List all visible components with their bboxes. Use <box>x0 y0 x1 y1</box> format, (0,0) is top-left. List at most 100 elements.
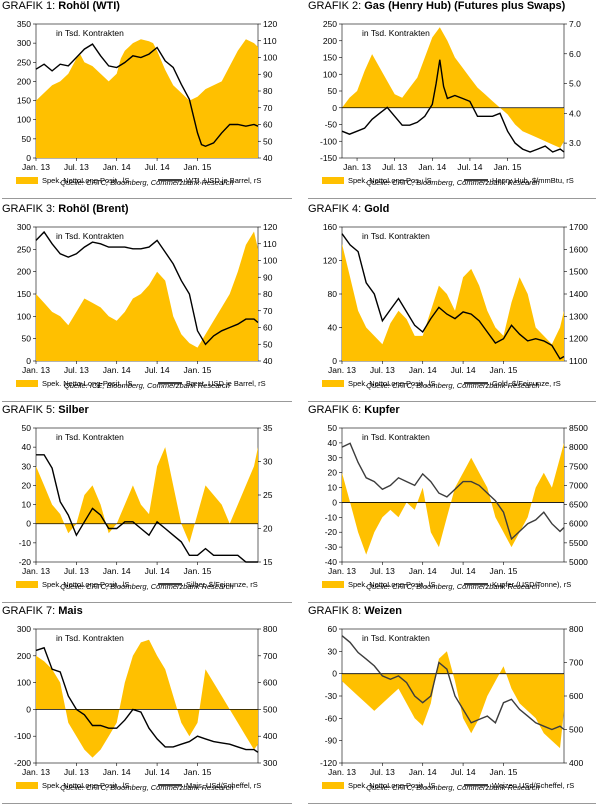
left-tick-label: 160 <box>323 222 337 232</box>
right-tick-label: 80 <box>263 86 273 96</box>
right-tick-label: 90 <box>263 69 273 79</box>
panel-separator <box>308 401 596 402</box>
right-tick-label: 1700 <box>569 222 588 232</box>
chart-source: Quelle: ICE; Bloomberg, Commerzbank Rese… <box>64 381 230 390</box>
x-tick-label: Jan. 13 <box>328 767 356 777</box>
x-tick-label: Jan. 14 <box>103 767 131 777</box>
area-series <box>342 442 564 555</box>
right-tick-label: 5.0 <box>569 79 581 89</box>
left-tick-label: -150 <box>320 153 337 163</box>
legend-label-area: Spek. NettoLong Posit., lS <box>348 781 436 790</box>
chart-svg: -40 -30 -20 -10 0 10 20 30 40 50 5000 5500 6000 6500 7… <box>322 423 588 589</box>
left-tick-label: 20 <box>22 480 32 490</box>
left-tick-label: 250 <box>17 244 31 254</box>
legend-label-area: Spek. Netto-Long-Posit., lS <box>42 379 132 388</box>
chart-panel-3: GRAFIK 3: Rohöl (Brent) 0 50 100 150 200 250 30… <box>2 203 292 403</box>
left-tick-label: 0 <box>332 669 337 679</box>
right-tick-label: 7500 <box>569 461 588 471</box>
left-tick-label: 150 <box>17 96 31 106</box>
left-tick-label: 150 <box>17 289 31 299</box>
right-tick-label: 20 <box>263 524 273 534</box>
right-tick-label: 120 <box>263 19 277 29</box>
chart-title: GRAFIK 8: Weizen <box>308 605 402 617</box>
chart-title-text: Silber <box>58 404 89 416</box>
chart-title: GRAFIK 4: Gold <box>308 203 389 215</box>
panel-separator <box>308 198 596 199</box>
left-tick-label: 200 <box>17 651 31 661</box>
right-tick-label: 8000 <box>569 442 588 452</box>
x-tick-label: Jul. 14 <box>451 365 476 375</box>
right-tick-label: 8500 <box>569 423 588 433</box>
left-tick-label: 50 <box>22 334 32 344</box>
chart-panel-1: GRAFIK 1: Rohöl (WTI) 0 50 100 150 200 250 300 3… <box>2 0 292 200</box>
left-tick-label: 10 <box>22 500 32 510</box>
chart-svg: -120 -90 -60 -30 0 30 60 400 500 600 700 800 Jan. 13… <box>320 624 583 790</box>
chart-svg: 0 40 80 120 160 1100 1200 1300 1400 1500 1600 1700 J… <box>322 222 588 388</box>
chart-prefix: GRAFIK 4: <box>308 203 365 215</box>
right-tick-label: 700 <box>263 651 277 661</box>
right-tick-label: 4.0 <box>569 108 581 118</box>
left-tick-label: 0 <box>26 519 31 529</box>
chart-panel-8: GRAFIK 8: Weizen -120 -90 -60 -30 0 30 60 400 500… <box>308 605 596 805</box>
panel-separator <box>308 602 596 603</box>
right-tick-label: 1600 <box>569 244 588 254</box>
left-tick-label: 250 <box>17 57 31 67</box>
left-tick-label: -20 <box>19 557 32 567</box>
line-series <box>341 59 565 153</box>
right-tick-label: 100 <box>263 53 277 63</box>
left-tick-label: 100 <box>17 678 31 688</box>
right-tick-label: 110 <box>263 36 277 46</box>
x-tick-label: Jan. 15 <box>490 365 518 375</box>
chart-title-text: Gas (Henry Hub) (Futures plus Swaps) <box>364 0 566 12</box>
area-series <box>342 27 564 148</box>
plot-frame <box>35 427 259 563</box>
left-tick-label: -50 <box>325 120 338 130</box>
right-tick-label: 110 <box>263 239 277 249</box>
x-tick-label: Jan. 14 <box>418 162 446 172</box>
right-tick-label: 90 <box>263 272 273 282</box>
x-tick-label: Jan. 14 <box>103 162 131 172</box>
right-tick-label: 60 <box>263 120 273 130</box>
left-tick-label: 200 <box>17 267 31 277</box>
left-tick-label: 0 <box>332 356 337 366</box>
x-tick-label: Jul. 14 <box>145 566 170 576</box>
chart-annotation: in Tsd. Kontrakten <box>56 28 124 38</box>
panel-separator <box>2 198 292 199</box>
x-tick-label: Jan. 15 <box>184 365 212 375</box>
legend-swatch-area <box>322 581 344 588</box>
chart-prefix: GRAFIK 5: <box>2 404 59 416</box>
right-tick-label: 300 <box>263 758 277 768</box>
legend-label-area: Spek. NettoLong Posit., lS <box>42 580 130 589</box>
right-tick-label: 1500 <box>569 267 588 277</box>
left-tick-label: -10 <box>325 512 338 522</box>
area-series <box>36 639 258 758</box>
line-series <box>35 646 259 753</box>
right-tick-label: 70 <box>263 306 273 316</box>
legend-label-line: WTI, USD je Barrel, rS <box>186 176 261 185</box>
left-tick-label: -20 <box>325 527 338 537</box>
left-tick-label: 10 <box>328 483 338 493</box>
right-tick-label: 7.0 <box>569 19 581 29</box>
area-series <box>36 39 258 158</box>
chart-panel-5: GRAFIK 5: Silber -20 -10 0 10 20 30 40 50 15 20 25 3… <box>2 404 292 604</box>
right-tick-label: 600 <box>569 691 583 701</box>
chart-panel-7: GRAFIK 7: Mais -200 -100 0 100 200 300 300 400 50… <box>2 605 292 805</box>
right-tick-label: 5500 <box>569 538 588 548</box>
x-tick-label: Jul. 13 <box>64 162 89 172</box>
chart-prefix: GRAFIK 3: <box>2 203 59 215</box>
x-tick-label: Jul. 13 <box>64 767 89 777</box>
chart-source: Quelle: CFTC; Bloomberg, Commerzbank Res… <box>366 582 540 591</box>
right-tick-label: 400 <box>263 731 277 741</box>
left-tick-label: 300 <box>17 38 31 48</box>
left-tick-label: 50 <box>328 423 338 433</box>
left-tick-label: 40 <box>22 442 32 452</box>
legend-label-line: Gold, $/Feinunze, rS <box>492 379 561 388</box>
x-tick-label: Jan. 15 <box>184 566 212 576</box>
chart-title: GRAFIK 3: Rohöl (Brent) <box>2 203 129 215</box>
area-series <box>36 231 258 361</box>
x-tick-label: Jul. 14 <box>451 566 476 576</box>
x-tick-label: Jul. 13 <box>64 365 89 375</box>
left-tick-label: 300 <box>17 624 31 634</box>
left-tick-label: 350 <box>17 19 31 29</box>
right-tick-label: 50 <box>263 339 273 349</box>
